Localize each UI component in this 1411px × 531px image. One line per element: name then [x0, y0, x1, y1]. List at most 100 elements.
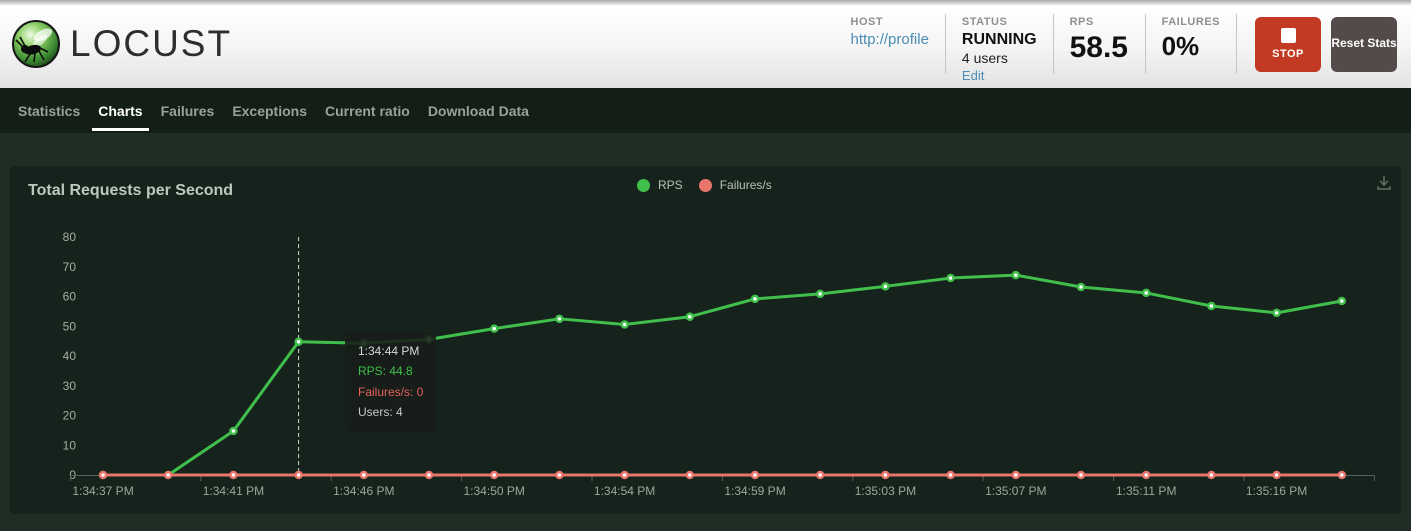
edit-link[interactable]: Edit	[961, 68, 985, 83]
data-point-marker[interactable]	[1272, 470, 1281, 480]
locust-logo-icon	[12, 20, 60, 68]
x-axis-label: 1:35:11 PM	[1116, 484, 1176, 498]
user-count: 4 users	[961, 50, 1008, 66]
host-label: HOST	[850, 16, 884, 28]
charts-page: 010203040506070801:34:37 PM1:34:41 PM1:3…	[0, 133, 1411, 531]
header-stats: HOST http://profile STATUS RUNNING 4 use…	[835, 0, 1397, 88]
failures-legend-dot-icon	[698, 178, 712, 192]
data-point-marker[interactable]	[1076, 282, 1086, 292]
data-point-marker[interactable]	[229, 470, 238, 480]
data-point-marker[interactable]	[98, 470, 108, 480]
data-point-marker[interactable]	[489, 470, 499, 480]
rps-label: RPS	[1069, 16, 1094, 28]
data-point-marker[interactable]	[489, 324, 499, 333]
data-point-marker[interactable]	[294, 470, 303, 480]
host-link[interactable]: http://profile	[850, 31, 929, 48]
chart-title: Total Requests per Second	[28, 182, 234, 199]
data-point-marker[interactable]	[555, 314, 564, 324]
rps-legend-dot-icon	[637, 178, 650, 192]
logo-text: LOCUST	[70, 23, 233, 64]
data-point-marker[interactable]	[1207, 470, 1216, 480]
x-axis-label: 1:34:46 PM	[333, 484, 394, 498]
stop-button-label: STOP	[1272, 48, 1304, 60]
rps-line	[103, 273, 1343, 477]
data-point-marker[interactable]	[229, 426, 238, 436]
failures-value: 0%	[1161, 31, 1200, 61]
y-axis-label: 30	[63, 379, 77, 393]
data-point-marker[interactable]	[424, 335, 434, 344]
data-point-marker[interactable]	[815, 470, 825, 480]
y-axis-label: 70	[63, 260, 77, 274]
data-point-marker[interactable]	[815, 289, 825, 299]
x-axis-label: 1:35:03 PM	[855, 484, 916, 498]
tab-charts[interactable]: Charts	[89, 88, 151, 133]
data-point-marker[interactable]	[1272, 308, 1281, 318]
header-buttons: STOP Reset Stats	[1255, 16, 1397, 72]
data-point-marker[interactable]	[1011, 270, 1021, 280]
data-point-marker[interactable]	[163, 470, 173, 480]
data-point-marker[interactable]	[1337, 470, 1347, 480]
y-axis-label: 60	[63, 290, 77, 304]
data-point-marker[interactable]	[1011, 470, 1021, 480]
rps-chart[interactable]: 010203040506070801:34:37 PM1:34:41 PM1:3…	[10, 166, 1401, 514]
x-axis-label: 1:34:50 PM	[464, 484, 525, 498]
data-point-marker[interactable]	[750, 470, 760, 480]
x-axis-label: 1:34:41 PM	[203, 484, 264, 498]
x-axis-label: 1:34:37 PM	[72, 484, 133, 498]
data-point-marker[interactable]	[294, 337, 303, 346]
y-axis-label: 80	[63, 230, 77, 244]
tab-current-ratio[interactable]: Current ratio	[325, 102, 410, 119]
data-point-marker[interactable]	[1141, 470, 1151, 480]
rps-block: RPS 58.5	[1052, 14, 1145, 74]
data-point-marker[interactable]	[555, 470, 564, 480]
data-point-marker[interactable]	[685, 470, 695, 480]
legend-label-rps: RPS	[658, 178, 683, 192]
data-point-marker[interactable]	[881, 282, 890, 291]
x-axis-label: 1:34:59 PM	[724, 484, 785, 498]
x-axis-label: 1:34:54 PM	[594, 484, 655, 498]
status-label: STATUS	[961, 16, 1008, 28]
y-axis-label: 50	[63, 319, 77, 333]
y-axis-label: 20	[63, 409, 77, 423]
data-point-marker[interactable]	[685, 312, 695, 321]
failures-label: FAILURES	[1161, 16, 1220, 28]
data-point-marker[interactable]	[359, 470, 369, 480]
tab-download-data[interactable]: Download Data	[427, 102, 529, 119]
tab-exceptions[interactable]: Exceptions	[232, 102, 308, 119]
data-point-marker[interactable]	[424, 470, 434, 480]
data-point-marker[interactable]	[1207, 301, 1216, 311]
failures-block: FAILURES 0%	[1144, 14, 1237, 74]
data-point-marker[interactable]	[946, 470, 955, 480]
y-axis-label: 10	[63, 438, 77, 452]
data-point-marker[interactable]	[750, 294, 760, 304]
stop-icon	[1280, 28, 1296, 43]
x-axis-label: 1:35:16 PM	[1246, 484, 1307, 498]
x-axis-label: 1:35:07 PM	[985, 484, 1046, 498]
y-axis-label: 40	[63, 349, 77, 363]
stop-button[interactable]: STOP	[1255, 16, 1321, 72]
data-point-marker[interactable]	[1337, 296, 1347, 306]
chart-legend: RPS Failures/s	[637, 178, 772, 192]
legend-label-failures: Failures/s	[719, 178, 772, 192]
status-value: RUNNING	[961, 31, 1037, 48]
rps-value: 58.5	[1069, 31, 1128, 64]
legend-item-rps[interactable]: RPS	[637, 178, 683, 192]
download-chart-icon[interactable]	[1372, 171, 1396, 195]
host-block: HOST http://profile	[835, 14, 945, 74]
rps-chart-panel: 010203040506070801:34:37 PM1:34:41 PM1:3…	[10, 166, 1401, 514]
data-point-marker[interactable]	[359, 338, 369, 348]
data-point-marker[interactable]	[881, 470, 890, 480]
main-nav: Statistics Charts Failures Exceptions Cu…	[0, 88, 1411, 133]
app-header: LOCUST HOST http://profile STATUS RUNNIN…	[0, 0, 1411, 88]
data-point-marker[interactable]	[620, 470, 629, 480]
data-point-marker[interactable]	[946, 273, 955, 283]
tab-statistics[interactable]: Statistics	[18, 102, 81, 119]
legend-item-failures[interactable]: Failures/s	[698, 178, 772, 192]
data-point-marker[interactable]	[620, 320, 629, 329]
locust-logo: LOCUST	[10, 18, 232, 70]
status-block: STATUS RUNNING 4 users Edit	[944, 14, 1053, 83]
data-point-marker[interactable]	[1076, 470, 1086, 480]
data-point-marker[interactable]	[1141, 288, 1151, 298]
reset-stats-button[interactable]: Reset Stats	[1331, 16, 1397, 72]
tab-failures[interactable]: Failures	[160, 102, 215, 119]
